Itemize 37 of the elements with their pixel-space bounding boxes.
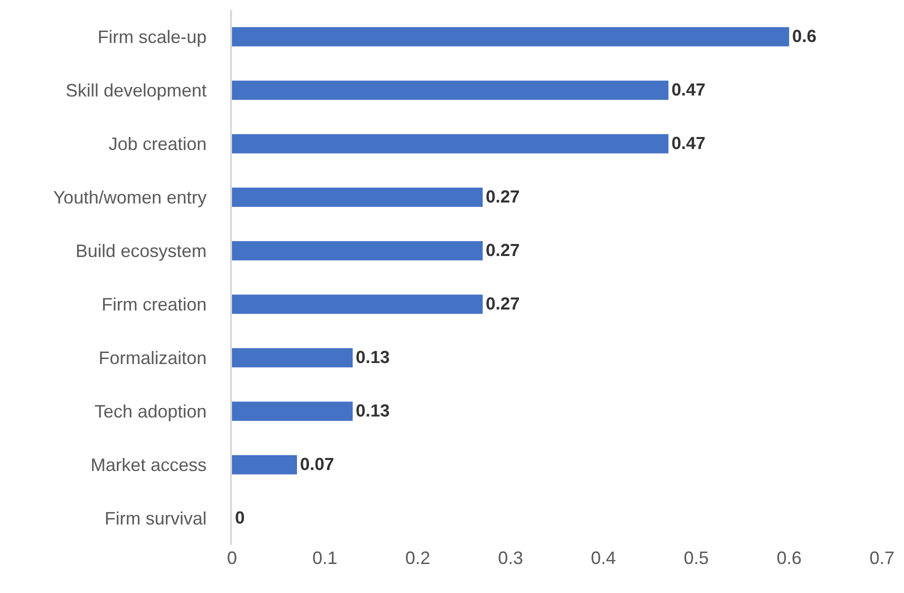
y-tick-label: Formalizaiton: [98, 348, 207, 368]
bar: [232, 455, 297, 474]
bar: [232, 294, 483, 314]
data-label: 0.27: [486, 240, 520, 260]
data-label: 0.27: [486, 186, 520, 207]
bar: [232, 80, 668, 100]
y-tick-label: Job creation: [108, 134, 207, 154]
bar: [232, 241, 483, 260]
x-tick-label: 0.6: [776, 548, 802, 568]
bar: [232, 27, 790, 46]
data-label: 0.13: [356, 347, 390, 368]
x-tick-label: 0.4: [590, 548, 616, 568]
x-tick-label: 0.1: [312, 548, 338, 568]
bar: [232, 348, 353, 368]
y-tick-label: Firm survival: [104, 508, 207, 529]
y-tick-label: Market access: [90, 455, 207, 476]
x-tick-label: 0.2: [405, 548, 430, 568]
data-label: 0.47: [671, 80, 706, 100]
y-tick-label: Firm scale-up: [98, 27, 207, 48]
data-label: 0.07: [300, 454, 334, 474]
x-tick-label: 0: [226, 548, 238, 568]
bar: [232, 188, 483, 207]
y-tick-label: Build ecosystem: [76, 241, 207, 262]
y-tick-label: Youth/women entry: [53, 188, 207, 208]
x-tick-label: 0.5: [684, 548, 709, 568]
data-label: 0.6: [792, 26, 817, 46]
data-label: 0.47: [671, 133, 706, 154]
y-tick-label: Skill development: [66, 80, 207, 101]
bar: [232, 134, 668, 154]
y-tick-label: Tech adoption: [94, 402, 207, 422]
data-label: 0.13: [356, 400, 390, 421]
data-label: 0.27: [486, 294, 520, 314]
y-tick-label: Firm creation: [102, 294, 207, 315]
bar: [232, 402, 353, 421]
x-tick-label: 0.7: [869, 548, 895, 568]
x-tick-label: 0.3: [498, 548, 524, 568]
data-label: 0: [235, 508, 246, 528]
